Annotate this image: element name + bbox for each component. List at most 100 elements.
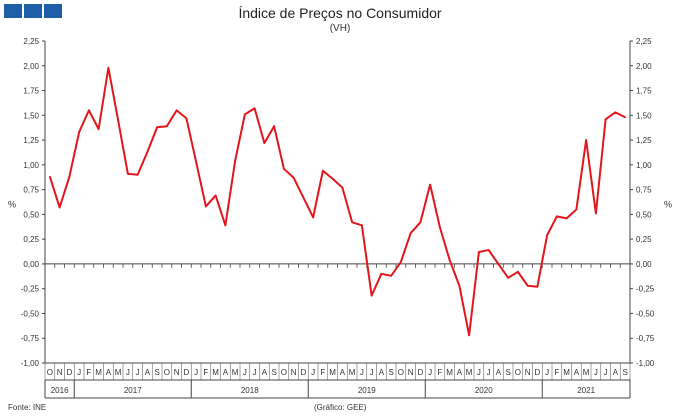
y-unit-left: %: [8, 199, 16, 209]
data-point: [517, 271, 519, 273]
month-label: M: [115, 368, 122, 377]
y-tick-label-left: 1,25: [23, 136, 39, 145]
data-point: [361, 224, 363, 227]
data-point: [487, 249, 490, 251]
data-point: [565, 217, 568, 220]
data-point: [351, 221, 353, 224]
data-point: [624, 116, 626, 119]
data-point: [546, 234, 548, 236]
data-point: [273, 125, 275, 128]
month-label: F: [320, 368, 325, 377]
data-point: [526, 284, 529, 287]
data-point: [312, 216, 314, 219]
year-label: 2021: [577, 386, 595, 395]
y-tick-label-left: 0,50: [23, 210, 39, 219]
data-point: [78, 131, 80, 133]
data-point: [439, 226, 441, 229]
month-label: M: [212, 368, 219, 377]
data-point: [331, 177, 334, 180]
data-point: [585, 139, 587, 141]
month-label: O: [164, 368, 170, 377]
y-tick-label-left: -1,00: [21, 359, 40, 368]
month-label: O: [515, 368, 521, 377]
month-label: S: [505, 368, 510, 377]
data-point: [97, 128, 100, 130]
data-point: [244, 113, 246, 116]
data-point: [468, 334, 470, 337]
y-tick-label-left: 1,75: [23, 87, 39, 96]
data-point: [224, 224, 227, 227]
month-label: D: [300, 368, 306, 377]
month-label: A: [145, 368, 151, 377]
month-label: J: [604, 368, 608, 377]
data-point: [283, 168, 285, 170]
y-tick-label-right: 2,00: [636, 62, 652, 71]
data-point: [127, 172, 129, 175]
month-label: J: [136, 368, 140, 377]
data-point: [429, 183, 431, 186]
y-tick-label-right: 0,00: [636, 260, 652, 269]
y-tick-label-right: -0,50: [636, 309, 655, 318]
data-point: [156, 126, 158, 128]
data-point: [419, 221, 422, 224]
data-point: [205, 205, 207, 208]
month-label: F: [554, 368, 559, 377]
data-point: [292, 176, 295, 179]
year-label: 2019: [358, 386, 376, 395]
data-point: [458, 284, 461, 287]
y-tick-label-left: 0,00: [23, 260, 39, 269]
y-tick-label-right: 0,50: [636, 210, 652, 219]
y-tick-label-left: 0,25: [23, 235, 39, 244]
month-label: D: [417, 368, 423, 377]
data-point: [390, 275, 392, 277]
data-point: [556, 215, 558, 218]
chart-title: Índice de Preços no Consumidor: [238, 5, 442, 21]
y-tick-label-left: -0,25: [21, 285, 40, 294]
data-point: [195, 161, 197, 163]
data-point: [322, 169, 324, 172]
year-label: 2020: [475, 386, 493, 395]
month-label: N: [57, 368, 63, 377]
month-label: O: [398, 368, 404, 377]
month-label: J: [253, 368, 257, 377]
y-tick-label-right: 0,25: [636, 235, 652, 244]
month-label: M: [446, 368, 453, 377]
data-point: [166, 125, 168, 128]
month-label: O: [281, 368, 287, 377]
data-point: [575, 208, 578, 211]
y-tick-label-right: 1,25: [636, 136, 652, 145]
y-tick-label-right: -1,00: [636, 359, 655, 368]
month-label: D: [183, 368, 189, 377]
data-point: [49, 175, 51, 178]
month-label: A: [613, 368, 619, 377]
y-tick-label-right: -0,25: [636, 285, 655, 294]
source-note: Fonte: INE: [8, 403, 47, 412]
month-label: J: [477, 368, 481, 377]
y-tick-label-right: 1,50: [636, 111, 652, 120]
month-label: J: [487, 368, 491, 377]
month-label: D: [66, 368, 72, 377]
month-label: J: [594, 368, 598, 377]
data-point: [88, 109, 90, 112]
data-point: [400, 261, 402, 263]
y-tick-label-left: -0,75: [21, 334, 40, 343]
y-tick-label-left: 0,75: [23, 186, 39, 195]
month-label: J: [126, 368, 130, 377]
month-label: J: [243, 368, 247, 377]
year-label: 2017: [124, 386, 142, 395]
month-label: J: [428, 368, 432, 377]
data-point: [185, 117, 188, 120]
data-point: [253, 107, 256, 110]
month-label: D: [534, 368, 540, 377]
data-point: [146, 151, 149, 153]
y-tick-label-left: -0,50: [21, 309, 40, 318]
month-label: S: [271, 368, 276, 377]
month-label: M: [95, 368, 102, 377]
series-line-ipc: [48, 66, 626, 337]
month-label: N: [291, 368, 297, 377]
month-label: S: [154, 368, 159, 377]
data-point: [175, 109, 178, 112]
month-label: M: [232, 368, 239, 377]
data-point: [370, 294, 373, 297]
